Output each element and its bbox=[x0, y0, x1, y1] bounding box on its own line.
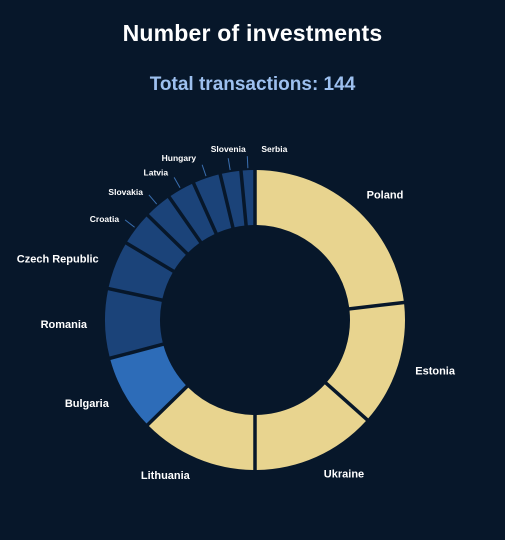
slice-slovenia[interactable] bbox=[221, 170, 245, 228]
leader-slovakia bbox=[148, 194, 158, 205]
leader-croatia bbox=[124, 219, 135, 228]
label-bulgaria: Bulgaria bbox=[65, 398, 110, 410]
label-estonia: Estonia bbox=[415, 365, 456, 377]
label-slovenia: Slovenia bbox=[211, 144, 246, 154]
leader-serbia bbox=[246, 156, 249, 169]
label-poland: Poland bbox=[367, 189, 404, 201]
slice-lithuania[interactable] bbox=[148, 387, 254, 470]
slice-czech-republic[interactable] bbox=[108, 244, 173, 299]
label-romania: Romania bbox=[41, 319, 88, 331]
chart-subtitle: Total transactions: 144 bbox=[149, 74, 356, 95]
leader-slovenia bbox=[227, 158, 231, 171]
slice-bulgaria[interactable] bbox=[110, 345, 186, 424]
slice-croatia[interactable] bbox=[127, 216, 186, 270]
slice-ukraine[interactable] bbox=[256, 384, 366, 470]
slice-slovakia[interactable] bbox=[148, 198, 200, 253]
chart-title: Number of investments bbox=[122, 20, 383, 46]
label-hungary: Hungary bbox=[162, 153, 197, 163]
label-serbia: Serbia bbox=[261, 144, 287, 154]
slice-serbia[interactable] bbox=[242, 170, 254, 226]
label-slovakia: Slovakia bbox=[108, 187, 143, 197]
slice-hungary[interactable] bbox=[195, 174, 232, 233]
label-croatia: Croatia bbox=[90, 214, 120, 224]
slice-estonia[interactable] bbox=[327, 304, 406, 419]
label-czech-republic: Czech Republic bbox=[17, 253, 99, 265]
slice-latvia[interactable] bbox=[170, 183, 215, 242]
leader-hungary bbox=[201, 164, 207, 177]
slice-poland[interactable] bbox=[256, 170, 404, 308]
leader-latvia bbox=[173, 177, 181, 189]
slice-romania[interactable] bbox=[105, 290, 163, 357]
label-ukraine: Ukraine bbox=[324, 468, 364, 480]
label-latvia: Latvia bbox=[144, 167, 169, 177]
label-lithuania: Lithuania bbox=[141, 470, 191, 482]
